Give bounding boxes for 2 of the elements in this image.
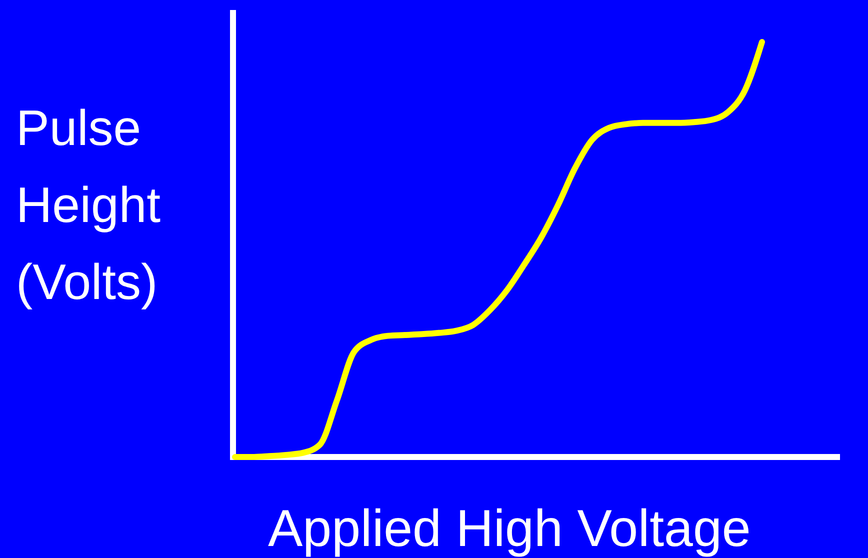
y-axis-title: Pulse Height (Volts) [16,100,161,310]
x-axis-title: Applied High Voltage [268,500,751,558]
